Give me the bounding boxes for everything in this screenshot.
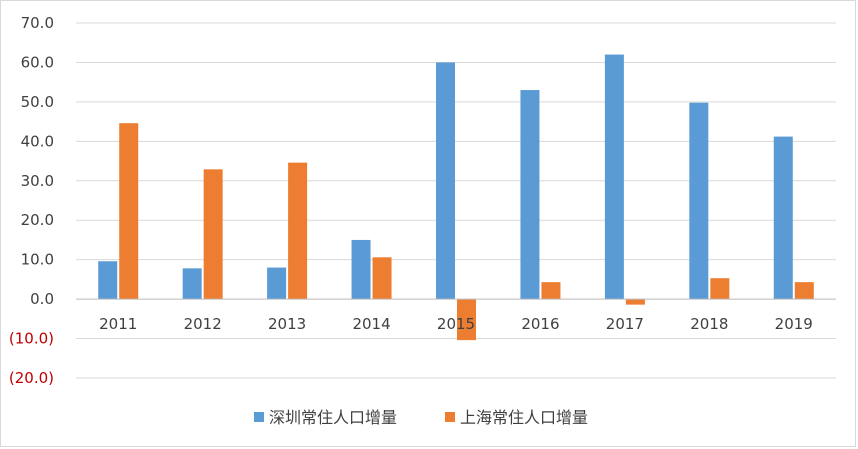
x-tick-label: 2019 bbox=[775, 315, 813, 333]
bar-shenzhen-2017 bbox=[604, 54, 624, 300]
bar-shenzhen-2019 bbox=[773, 136, 793, 300]
y-tick-label: 20.0 bbox=[21, 211, 54, 229]
legend-label: 深圳常住人口增量 bbox=[269, 408, 397, 427]
y-tick-label: 0.0 bbox=[30, 290, 54, 308]
bar-shenzhen-2011 bbox=[98, 261, 118, 300]
x-axis-ticks: 2011 2012 2013 2014 2015 2016 2017 2018 2019 bbox=[99, 315, 813, 333]
y-tick-label: 30.0 bbox=[21, 172, 54, 190]
bar-shanghai-2018 bbox=[710, 278, 730, 300]
x-tick-label: 2012 bbox=[184, 315, 222, 333]
x-tick-label: 2016 bbox=[521, 315, 559, 333]
bar-shanghai-2014 bbox=[372, 257, 392, 300]
y-tick-label: 40.0 bbox=[21, 132, 54, 150]
x-tick-label: 2011 bbox=[99, 315, 137, 333]
legend-swatch bbox=[254, 412, 264, 422]
x-tick-label: 2015 bbox=[437, 315, 475, 333]
y-axis-ticks: 70.0 60.0 50.0 40.0 30.0 20.0 10.0 0.0 (10.0) (20… bbox=[9, 14, 54, 387]
bar-shanghai-2016 bbox=[541, 282, 561, 300]
y-tick-label: 70.0 bbox=[21, 14, 54, 32]
y-tick-label: 10.0 bbox=[21, 251, 54, 269]
bar-shenzhen-2013 bbox=[267, 267, 287, 300]
bar-shanghai-2017 bbox=[625, 299, 645, 305]
bar-shanghai-2012 bbox=[203, 169, 223, 300]
y-tick-label: (20.0) bbox=[9, 369, 54, 387]
x-tick-label: 2017 bbox=[606, 315, 644, 333]
bar-shanghai-2015 bbox=[457, 299, 476, 341]
y-tick-label: (10.0) bbox=[9, 330, 54, 348]
x-tick-label: 2014 bbox=[352, 315, 390, 333]
bar-shenzhen-2016 bbox=[520, 90, 540, 300]
bar-shenzhen-2012 bbox=[182, 268, 202, 300]
legend-label: 上海常住人口增量 bbox=[460, 408, 588, 427]
legend-swatch bbox=[445, 412, 455, 422]
y-tick-label: 60.0 bbox=[21, 53, 54, 71]
legend: 深圳常住人口增量 上海常住人口增量 bbox=[254, 408, 588, 427]
bar-shenzhen-2015 bbox=[436, 62, 455, 300]
x-tick-label: 2013 bbox=[268, 315, 306, 333]
bar-shenzhen-2014 bbox=[351, 239, 371, 300]
bar-shanghai-2013 bbox=[288, 162, 308, 300]
bars bbox=[98, 54, 814, 341]
x-tick-label: 2018 bbox=[690, 315, 728, 333]
bar-shanghai-2011 bbox=[119, 123, 139, 300]
y-tick-label: 50.0 bbox=[21, 93, 54, 111]
bar-shenzhen-2018 bbox=[689, 102, 709, 300]
bar-shanghai-2019 bbox=[794, 282, 814, 300]
